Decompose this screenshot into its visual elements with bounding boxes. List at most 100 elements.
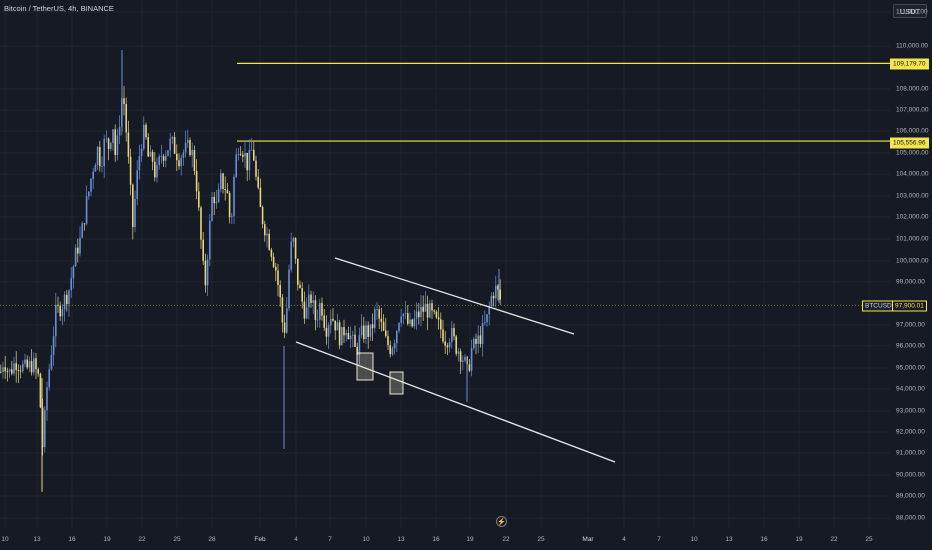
candle-body <box>490 295 493 306</box>
price-chart[interactable] <box>0 0 890 528</box>
candle-body <box>446 345 449 348</box>
candle-body <box>30 361 33 373</box>
candle-body <box>68 290 70 305</box>
time-tick-label: 25 <box>537 536 545 543</box>
candle-body <box>387 336 389 346</box>
candle-body <box>88 191 90 197</box>
price-axis[interactable] <box>890 0 932 528</box>
candle-body <box>336 322 339 331</box>
candle-body <box>435 311 438 318</box>
price-tick-label: 88,000.00 <box>896 514 925 522</box>
candle-body <box>455 336 457 354</box>
candle-body <box>114 129 116 156</box>
candle-body <box>11 369 13 374</box>
time-tick-label: 19 <box>795 536 803 543</box>
price-tick-label: 99,000.00 <box>896 278 925 286</box>
candle-body <box>398 322 400 332</box>
candle-body <box>468 364 471 371</box>
time-tick-label: 19 <box>103 536 111 543</box>
candle-body <box>189 140 191 156</box>
chart-pane[interactable]: Bitcoin / TetherUS, 4h, BINANCE ⚡ <box>0 0 890 528</box>
currency-selector[interactable]: USDT <box>893 4 927 18</box>
candle-body <box>281 297 284 323</box>
candle-body <box>171 137 174 139</box>
time-tick-label: 13 <box>397 536 405 543</box>
price-tick-label: 106,000.00 <box>896 127 929 135</box>
candle-body <box>39 373 42 408</box>
candle-body <box>400 316 402 323</box>
time-tick-label: 25 <box>173 536 181 543</box>
candle-body <box>345 332 347 336</box>
candle-body <box>149 151 152 157</box>
candle-body <box>0 371 2 373</box>
candle-body <box>134 198 136 228</box>
candle-body <box>303 301 306 319</box>
candle-body <box>99 147 101 167</box>
candle-body <box>160 156 163 158</box>
candle-body <box>151 151 154 162</box>
candle-body <box>187 140 189 143</box>
candle-body <box>437 317 440 320</box>
candle-body <box>299 284 301 289</box>
candle-body <box>418 311 420 318</box>
candle-body <box>79 237 81 254</box>
candle-body <box>253 149 255 161</box>
candle-body <box>167 150 169 156</box>
candle-body <box>239 154 242 156</box>
candle-body <box>308 294 310 308</box>
candle-body <box>6 371 9 373</box>
candle-body <box>365 325 367 340</box>
candle-body <box>231 216 233 218</box>
candle-body <box>222 173 224 189</box>
candle-body <box>17 370 20 371</box>
flash-icon[interactable]: ⚡ <box>496 516 507 527</box>
candle-body <box>147 137 149 157</box>
candle-body <box>288 269 290 309</box>
candle-body <box>195 170 198 192</box>
candle-body <box>13 363 15 374</box>
candle-body <box>374 309 376 329</box>
candle-body <box>46 387 48 411</box>
candle-body <box>367 325 369 337</box>
candle-body <box>402 313 405 317</box>
candle-body <box>2 367 4 372</box>
candle-body <box>297 258 299 285</box>
candle-body <box>341 326 343 346</box>
price-tick-label: 89,000.00 <box>896 492 925 500</box>
candle-body <box>250 149 253 151</box>
candle-body <box>264 224 266 236</box>
candle-body <box>184 142 187 153</box>
candle-body <box>206 259 209 286</box>
candle-body <box>464 356 466 361</box>
time-tick-label: 7 <box>328 536 332 543</box>
candle-body <box>279 284 281 298</box>
candle-body <box>112 129 114 143</box>
candle-body <box>323 315 325 328</box>
candle-body <box>327 325 330 337</box>
candle-body <box>479 335 482 344</box>
candle-body <box>57 304 59 306</box>
price-tick-label: 100,000.00 <box>896 257 929 265</box>
candle-body <box>226 190 229 194</box>
candle-body <box>486 314 488 323</box>
candle-body <box>41 407 44 448</box>
price-tick-label: 92,000.00 <box>896 428 925 436</box>
candle-body <box>204 260 207 286</box>
candle-body <box>101 166 103 167</box>
time-tick-label: 28 <box>208 536 216 543</box>
price-tick-label: 111,000.00 <box>896 8 928 16</box>
candle-body <box>305 307 308 319</box>
candle-body <box>369 324 372 337</box>
candle-body <box>154 161 156 178</box>
candle-body <box>143 124 145 149</box>
candle-body <box>103 139 105 167</box>
candle-body <box>110 142 112 149</box>
candle-body <box>497 285 499 290</box>
candle-body <box>477 335 479 344</box>
candle-body <box>429 303 431 318</box>
candle-body <box>481 323 484 344</box>
time-axis[interactable] <box>0 528 932 550</box>
candle-body <box>8 369 11 372</box>
price-tick-label: 102,000.00 <box>896 213 929 221</box>
candle-body <box>176 153 178 161</box>
